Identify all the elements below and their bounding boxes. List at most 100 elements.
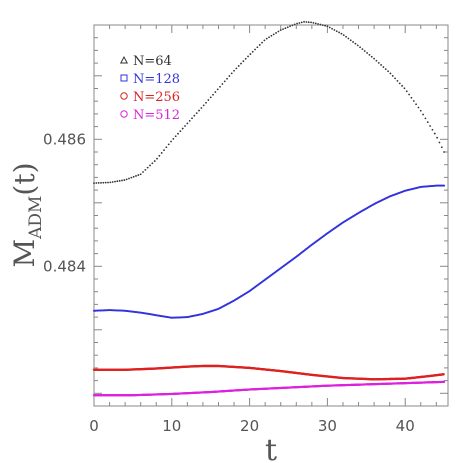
data-point [193, 114, 196, 117]
data-point [410, 96, 413, 99]
data-point [382, 66, 385, 68]
data-point [184, 125, 186, 127]
data-point [342, 34, 345, 36]
data-point [195, 112, 198, 115]
data-point [331, 27, 333, 30]
data-point [226, 77, 228, 80]
data-point [347, 37, 350, 40]
data-point [436, 136, 439, 139]
data-point [170, 140, 172, 143]
data-point [165, 146, 168, 149]
data-point [431, 128, 434, 131]
data-point [265, 37, 268, 40]
legend-label: N=256 [133, 90, 180, 105]
data-point [403, 87, 406, 90]
data-point [181, 127, 184, 130]
data-point [363, 50, 366, 52]
legend-marker [119, 55, 129, 64]
data-point [212, 93, 214, 96]
data-point [354, 42, 357, 45]
data-point [200, 107, 203, 109]
data-point [443, 184, 446, 187]
data-point [361, 48, 364, 51]
series-n-128 [93, 184, 446, 319]
data-point [335, 30, 338, 33]
data-point [272, 33, 275, 36]
data-point [356, 44, 359, 47]
data-point [128, 177, 130, 180]
data-point [156, 157, 158, 160]
data-point [207, 99, 210, 101]
data-point [398, 82, 401, 85]
data-point [230, 72, 233, 75]
data-point [146, 166, 149, 169]
data-point [289, 25, 291, 28]
legend-label: N=128 [133, 72, 180, 87]
data-point [326, 25, 329, 28]
data-point [137, 174, 140, 176]
data-point [440, 146, 443, 149]
data-point [282, 28, 284, 31]
data-point [177, 132, 179, 135]
data-point [401, 84, 403, 87]
data-point [328, 26, 331, 29]
data-point [307, 21, 310, 24]
x-tick-label: 30 [318, 417, 337, 435]
data-point [396, 79, 399, 82]
data-point [424, 117, 427, 120]
data-point [373, 57, 375, 60]
y-axis-title-arg: (t) [8, 162, 41, 195]
data-point [209, 96, 212, 99]
y-axis-title-sub: ADM [26, 196, 46, 240]
data-point [268, 36, 270, 39]
data-point [191, 117, 193, 120]
data-point [186, 122, 189, 125]
data-point [121, 179, 123, 182]
data-point [160, 152, 163, 154]
data-point [338, 31, 340, 34]
data-point [296, 22, 298, 25]
data-point [144, 168, 147, 171]
data-point [349, 39, 352, 42]
data-point [394, 77, 396, 80]
data-point [408, 93, 410, 96]
data-point [340, 32, 343, 35]
data-point [102, 181, 105, 184]
data-point [310, 21, 312, 24]
x-tick-label: 0 [89, 417, 99, 435]
data-point [151, 162, 154, 165]
data-point [114, 180, 116, 183]
y-tick-label: 0.486 [43, 130, 86, 148]
data-point [412, 100, 415, 102]
data-point [319, 23, 322, 26]
legend-marker [120, 74, 128, 82]
series-n-64 [93, 20, 446, 185]
data-point [291, 24, 294, 27]
data-point [179, 130, 182, 133]
data-point [95, 182, 98, 184]
data-point [352, 41, 354, 43]
data-point [202, 104, 205, 107]
legend-marker [120, 110, 128, 118]
x-axis-title: t [265, 433, 277, 463]
data-point [345, 35, 347, 38]
data-point [228, 75, 231, 77]
legend-label: N=512 [133, 108, 180, 123]
data-point [237, 65, 240, 67]
data-point [233, 69, 235, 72]
x-tick-label: 20 [240, 417, 259, 435]
data-point [303, 20, 305, 23]
data-point [142, 171, 144, 173]
data-point [380, 64, 382, 66]
data-point [216, 88, 219, 91]
data-point [240, 62, 242, 65]
data-point [305, 21, 308, 23]
data-point [123, 179, 126, 181]
data-point [366, 52, 368, 54]
series-n-256 [92, 364, 445, 381]
data-point [312, 21, 315, 24]
data-point [384, 68, 387, 71]
data-point [286, 26, 289, 29]
data-point [391, 75, 394, 77]
data-point [247, 55, 249, 58]
